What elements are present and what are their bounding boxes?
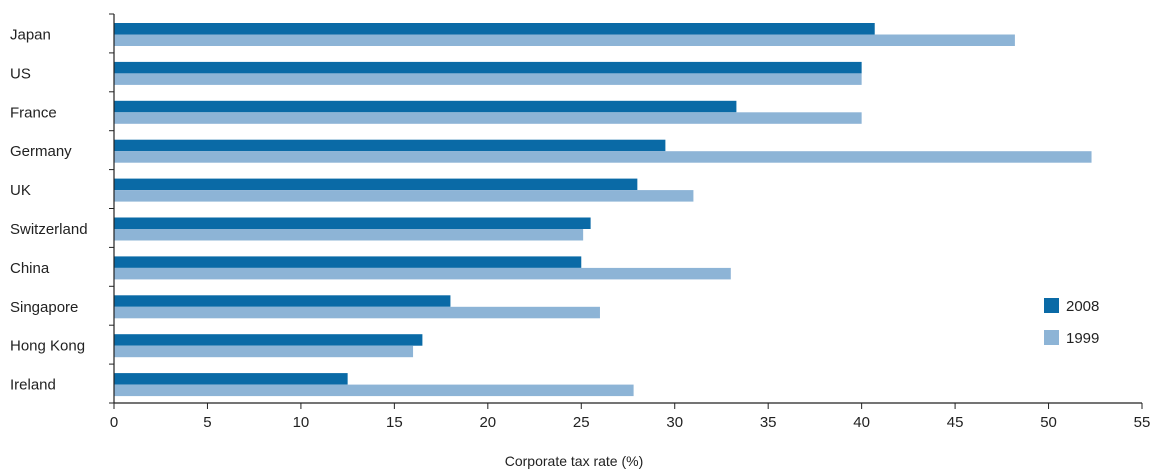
category-label: France	[10, 104, 57, 121]
category-labels: Japan US France Germany UK Switzerland China Si…	[10, 27, 88, 394]
x-tick-label: 55	[1134, 414, 1151, 431]
bar-2008-singapore	[114, 295, 451, 307]
x-tick-labels: 0 5 10 15 20 25 30 35 40 45 50 55	[110, 414, 1151, 431]
x-tick-label: 45	[947, 414, 964, 431]
category-label: UK	[10, 182, 31, 199]
bar-1999-singapore	[114, 306, 600, 319]
bar-1999-germany	[114, 151, 1092, 163]
bar-2008-ireland	[114, 373, 348, 385]
bar-1999-china	[114, 267, 731, 280]
bar-2008-china	[114, 256, 582, 268]
x-tick-label: 0	[110, 414, 118, 431]
x-tick-label: 20	[479, 414, 496, 431]
x-tick-label: 5	[203, 414, 211, 431]
category-label: US	[10, 65, 31, 82]
category-label: China	[10, 260, 50, 277]
category-label: Switzerland	[10, 221, 88, 238]
legend-label-2008: 2008	[1066, 298, 1099, 315]
x-tick-label: 10	[293, 414, 310, 431]
category-label: Singapore	[10, 299, 78, 316]
bar-1999-hong-kong	[114, 345, 414, 358]
bars-layer	[114, 23, 1092, 397]
x-tick-label: 30	[666, 414, 683, 431]
bar-1999-france	[114, 112, 862, 124]
x-tick-label: 40	[853, 414, 870, 431]
legend-label-1999: 1999	[1066, 330, 1099, 347]
bar-1999-switzerland	[114, 229, 584, 241]
bar-2008-us	[114, 61, 862, 74]
bar-2008-switzerland	[114, 217, 591, 229]
bar-2008-japan	[114, 23, 875, 35]
bar-1999-us	[114, 73, 862, 85]
bar-2008-uk	[114, 178, 638, 191]
category-label: Japan	[10, 27, 51, 44]
bar-2008-germany	[114, 139, 666, 152]
x-tick-label: 35	[760, 414, 777, 431]
category-label: Germany	[10, 143, 72, 160]
x-tick-label: 25	[573, 414, 590, 431]
category-label: Hong Kong	[10, 338, 85, 355]
x-tick-label: 50	[1040, 414, 1057, 431]
legend: 2008 1999	[1044, 298, 1099, 347]
legend-swatch-2008	[1044, 298, 1059, 313]
axes	[109, 13, 1143, 409]
category-label: Ireland	[10, 377, 56, 394]
bar-1999-ireland	[114, 384, 634, 397]
bar-2008-hong-kong	[114, 334, 423, 346]
bar-2008-france	[114, 100, 737, 113]
x-axis-title: Corporate tax rate (%)	[505, 453, 644, 469]
x-tick-label: 15	[386, 414, 403, 431]
legend-swatch-1999	[1044, 330, 1059, 345]
bar-1999-uk	[114, 190, 694, 202]
bar-1999-japan	[114, 34, 1015, 46]
